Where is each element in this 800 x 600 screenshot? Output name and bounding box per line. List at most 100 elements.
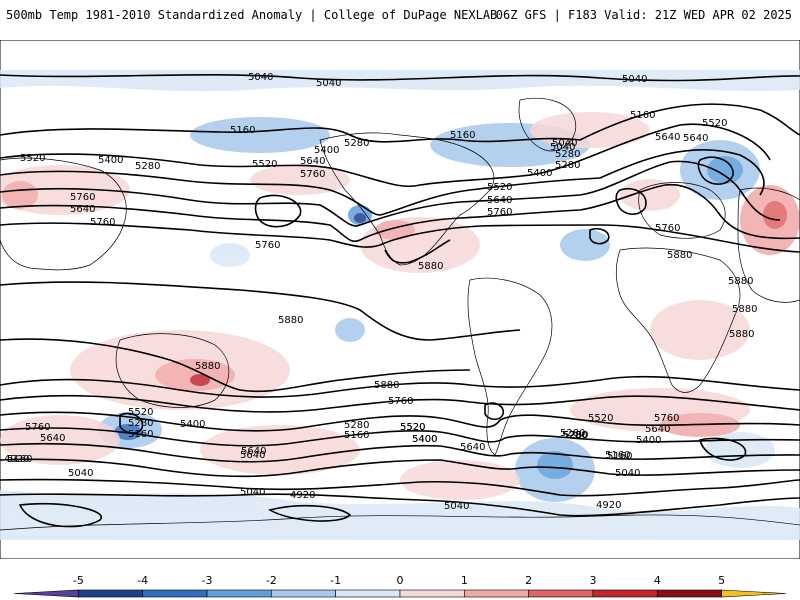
contour-label: 5160 bbox=[128, 429, 153, 440]
contour-label: 5040 bbox=[550, 142, 575, 153]
europe-coast bbox=[638, 182, 726, 239]
colorbar-swatch bbox=[78, 589, 143, 598]
contour-label: 5640 bbox=[40, 433, 65, 444]
contour-label: 5640 bbox=[645, 424, 670, 435]
contour-line bbox=[615, 188, 647, 215]
contour-line bbox=[589, 227, 610, 245]
contour-label: 5400 bbox=[412, 434, 437, 445]
colorbar-swatch bbox=[13, 589, 79, 598]
contour-label: 5640 bbox=[487, 195, 512, 206]
south-america-coast bbox=[467, 277, 553, 456]
contour-label: 5040 bbox=[552, 138, 577, 149]
colorbar-tick-label: 1 bbox=[461, 574, 468, 587]
colorbar-swatch bbox=[142, 589, 208, 598]
contour-line bbox=[0, 73, 800, 82]
contour-label: 5160 bbox=[605, 450, 630, 461]
colorbar-tick-label: 5 bbox=[718, 574, 725, 587]
contour-label: 5280 bbox=[128, 418, 153, 429]
contour-label: 5760 bbox=[655, 223, 680, 234]
contour-label: 5160 bbox=[230, 125, 255, 136]
contour-label: 5880 bbox=[729, 329, 754, 340]
contour-label: 4920 bbox=[290, 490, 315, 501]
contour-label: 5160 bbox=[607, 451, 632, 462]
contour-line bbox=[119, 412, 144, 434]
contour-label: 5400 bbox=[98, 155, 123, 166]
contour-label: 5760 bbox=[90, 217, 115, 228]
colorbar-swatch bbox=[721, 589, 787, 598]
australia-coast bbox=[115, 333, 230, 408]
contour-label: 5640 bbox=[683, 133, 708, 144]
greenland-coast bbox=[518, 97, 577, 152]
contour-label: 5640 bbox=[70, 204, 95, 215]
colorbar-tick-label: -2 bbox=[266, 574, 277, 587]
contour-label: 5520 bbox=[400, 422, 425, 433]
contour-label: 5160 bbox=[7, 454, 32, 465]
contour-line bbox=[0, 281, 521, 341]
contour-label: 5280 bbox=[562, 430, 587, 441]
colorbar-swatch bbox=[528, 589, 594, 598]
contour-label: 5880 bbox=[418, 261, 443, 272]
contour-label: 5640 bbox=[241, 446, 266, 457]
contour-label: 5760 bbox=[654, 413, 679, 424]
contour-label: 4920 bbox=[4, 454, 29, 465]
warm-patch bbox=[190, 374, 210, 386]
contour-line bbox=[0, 123, 771, 188]
contour-line bbox=[0, 338, 471, 393]
contour-label: 5280 bbox=[560, 428, 585, 439]
colorbar-tick-label: -3 bbox=[202, 574, 213, 587]
contour-line bbox=[267, 504, 352, 522]
cold-patch bbox=[560, 229, 610, 261]
contour-label: 5280 bbox=[344, 138, 369, 149]
cold-patch bbox=[705, 432, 775, 468]
colorbar-swatches bbox=[13, 589, 787, 598]
contour-label: 5520 bbox=[252, 159, 277, 170]
contour-line bbox=[0, 183, 800, 243]
contour-line bbox=[0, 458, 800, 478]
contour-label: 5040 bbox=[240, 487, 265, 498]
cold-patch bbox=[537, 451, 573, 479]
asia-coast bbox=[0, 157, 127, 271]
contour-label: 5760 bbox=[300, 169, 325, 180]
cold-patch bbox=[335, 318, 365, 342]
contour-line bbox=[0, 493, 800, 517]
colorbar-tick-label: 4 bbox=[654, 574, 661, 587]
warm-patch bbox=[2, 181, 38, 209]
colorbar-tick-label: 2 bbox=[525, 574, 532, 587]
contour-label: 5760 bbox=[70, 192, 95, 203]
colorbar-swatch bbox=[464, 589, 529, 598]
contour-label: 5160 bbox=[344, 430, 369, 441]
contour-label: 5880 bbox=[195, 361, 220, 372]
colorbar-tick-labels: -5 -4 -3 -2 -1 0 1 2 3 4 5 bbox=[73, 574, 725, 587]
contour-label: 5280 bbox=[344, 420, 369, 431]
contour-label: 4920 bbox=[596, 500, 621, 511]
colorbar-tick-label: 3 bbox=[590, 574, 597, 587]
asia-coast-east bbox=[737, 187, 800, 303]
contour-line bbox=[0, 411, 800, 432]
colorbar-swatch bbox=[592, 589, 658, 598]
contour-line bbox=[0, 375, 800, 398]
cold-patch bbox=[190, 117, 330, 153]
warm-patch bbox=[763, 201, 787, 229]
colorbar-swatch bbox=[271, 589, 336, 598]
contour-labels: 5040 5040 5040 5160 5280 5160 5040 5160 … bbox=[4, 72, 757, 512]
height-contours bbox=[0, 73, 800, 528]
warm-patch bbox=[0, 415, 120, 465]
contour-label: 5760 bbox=[487, 207, 512, 218]
contour-label: 5520 bbox=[20, 153, 45, 164]
colorbar-tick-label: 0 bbox=[397, 574, 404, 587]
contour-label: 5760 bbox=[255, 240, 280, 251]
cold-patch bbox=[707, 156, 743, 184]
contour-label: 5280 bbox=[555, 160, 580, 171]
contour-label: 5640 bbox=[655, 132, 680, 143]
contour-line bbox=[254, 194, 302, 228]
contour-label: 5280 bbox=[555, 149, 580, 160]
contour-line bbox=[384, 239, 451, 264]
anomaly-map: 5040 5040 5040 5160 5280 5160 5040 5160 … bbox=[0, 40, 800, 559]
warm-patch bbox=[400, 460, 520, 500]
contour-label: 5640 bbox=[460, 442, 485, 453]
contour-label: 5520 bbox=[128, 407, 153, 418]
contour-line bbox=[0, 103, 800, 143]
warm-patch bbox=[200, 425, 360, 475]
contour-label: 5880 bbox=[278, 315, 303, 326]
warm-patch bbox=[650, 300, 750, 360]
